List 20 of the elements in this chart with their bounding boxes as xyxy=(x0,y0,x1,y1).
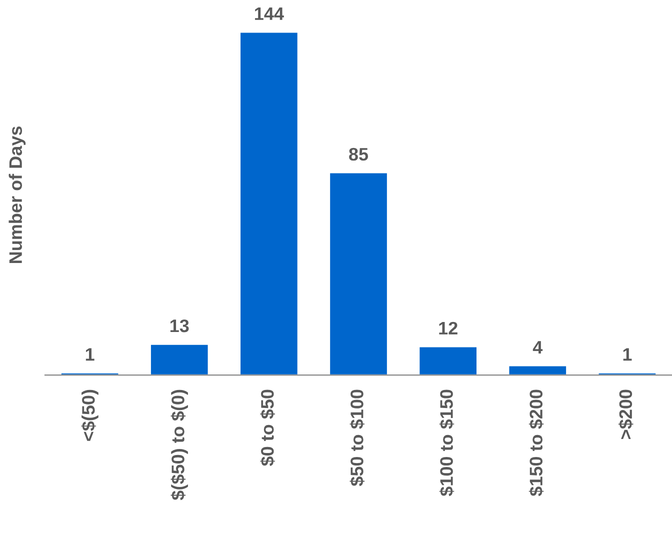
bar xyxy=(150,343,210,376)
bar xyxy=(239,31,299,376)
x-tick-label: $0 to $50 xyxy=(260,390,275,466)
bar xyxy=(508,364,568,376)
x-tick-label: $100 to $150 xyxy=(439,390,454,496)
data-label: 13 xyxy=(170,319,189,332)
x-tick-label: <$(50) xyxy=(81,390,98,441)
x-tick-label: $($50) to $(0) xyxy=(170,390,188,500)
x-tick-label: >$200 xyxy=(618,390,634,439)
x-tick-label: $150 to $200 xyxy=(528,390,544,496)
data-label: 1 xyxy=(623,348,632,361)
data-label: 1 xyxy=(86,348,94,361)
bar xyxy=(418,346,478,376)
data-label: 4 xyxy=(532,341,543,354)
x-tick-label: $50 to $100 xyxy=(350,390,365,486)
bar xyxy=(328,172,388,376)
y-axis-title: Number of Days xyxy=(8,126,26,263)
data-label: 12 xyxy=(439,322,458,334)
data-label: 85 xyxy=(349,148,368,161)
data-label: 144 xyxy=(255,8,284,20)
